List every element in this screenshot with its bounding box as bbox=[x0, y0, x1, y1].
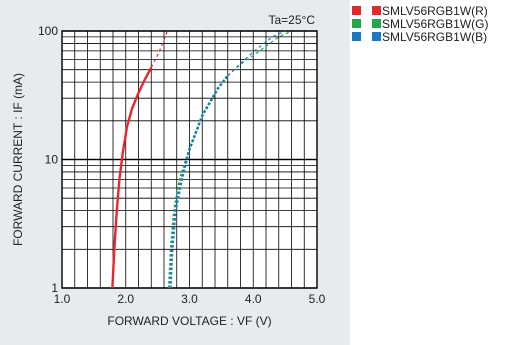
legend-swatch-g-small bbox=[372, 19, 381, 28]
series-line-b bbox=[169, 74, 229, 289]
legend: SMLV56RGB1W(R) SMLV56RGB1W(G) SMLV56RGB1… bbox=[352, 3, 489, 44]
legend-item-b: SMLV56RGB1W(B) bbox=[352, 29, 488, 44]
x-tick-label: 5.0 bbox=[309, 292, 326, 306]
x-tick-label: 3.0 bbox=[181, 292, 198, 306]
legend-swatch-b-small bbox=[372, 32, 381, 41]
legend-label-b: SMLV56RGB1W(B) bbox=[382, 29, 488, 44]
legend-label-r: SMLV56RGB1W(R) bbox=[382, 3, 488, 18]
legend-swatch-r-small bbox=[372, 6, 381, 15]
y-tick-label: 100 bbox=[38, 24, 58, 38]
legend-swatch-g bbox=[352, 19, 361, 28]
y-tick-label: 1 bbox=[51, 281, 58, 295]
x-tick-label: 4.0 bbox=[245, 292, 262, 306]
plot-frame bbox=[61, 30, 318, 289]
chart-svg: 1.0 2.0 3.0 4.0 5.0 1 10 100 FORWARD VOLTAGE : V… bbox=[11, 13, 326, 328]
series-extrapolation-g bbox=[227, 30, 292, 77]
legend-item-r: SMLV56RGB1W(R) bbox=[352, 3, 488, 18]
legend-swatch-r bbox=[352, 6, 361, 15]
series-extrapolation-r bbox=[150, 30, 168, 68]
series-extrapolation-b bbox=[227, 30, 286, 77]
legend-label-g: SMLV56RGB1W(G) bbox=[382, 16, 489, 31]
x-axis-title: FORWARD VOLTAGE : VF (V) bbox=[107, 314, 271, 328]
x-tick-label: 1.0 bbox=[54, 292, 71, 306]
y-tick-label: 10 bbox=[45, 153, 59, 167]
legend-item-g: SMLV56RGB1W(G) bbox=[352, 16, 489, 31]
y-axis-title: FORWARD CURRENT : IF (mA) bbox=[11, 73, 25, 246]
chart-panel: 1.0 2.0 3.0 4.0 5.0 1 10 100 FORWARD VOLTAGE : V… bbox=[0, 0, 350, 345]
x-tick-label: 2.0 bbox=[117, 292, 134, 306]
temperature-annotation: Ta=25°C bbox=[269, 13, 316, 27]
legend-swatch-b bbox=[352, 32, 361, 41]
series-line-r bbox=[111, 66, 153, 289]
